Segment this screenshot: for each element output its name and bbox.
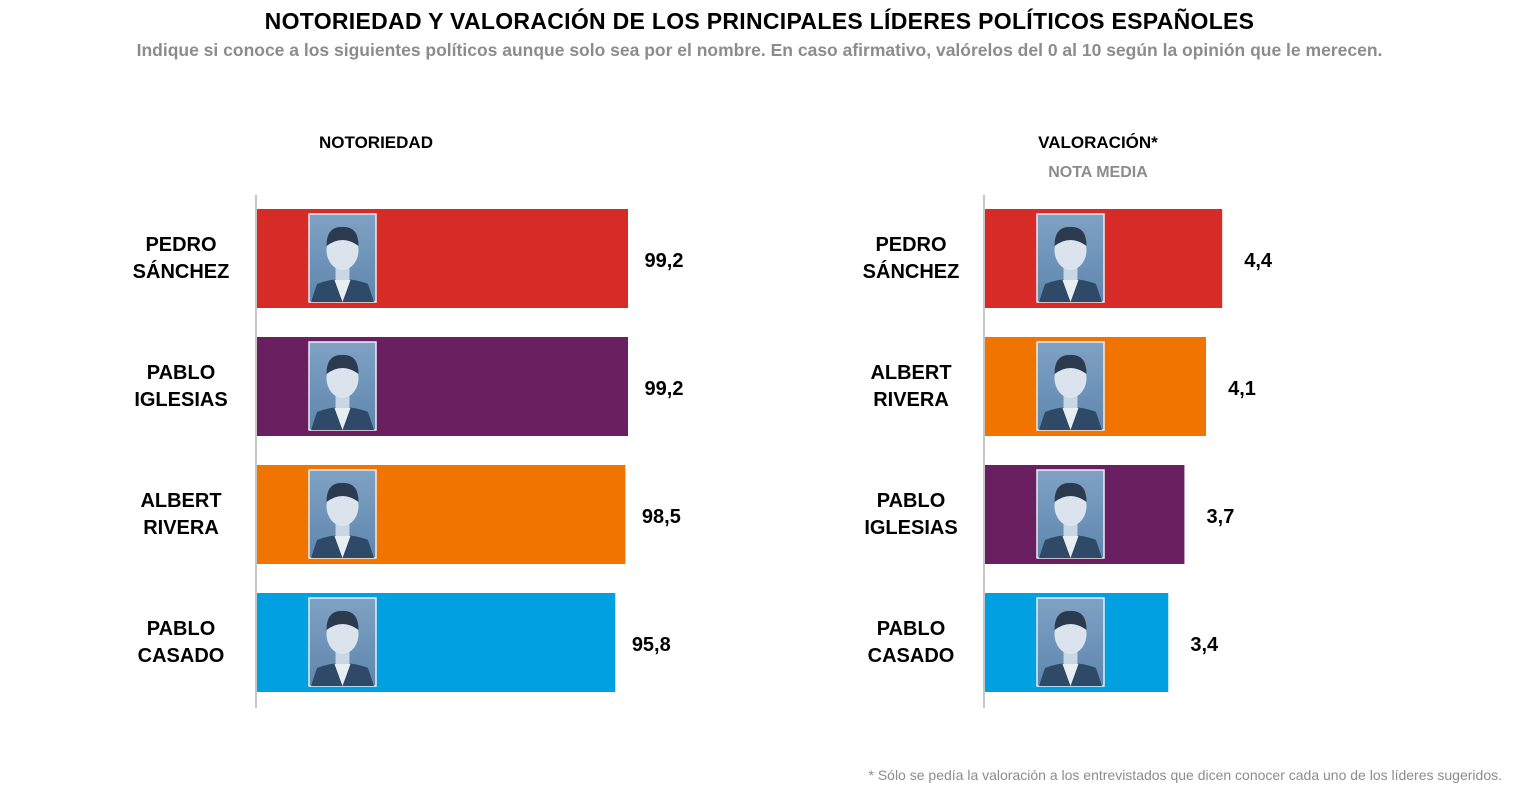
category-label-line: PABLO [877,490,946,512]
chart-title: NOTORIEDAD Y VALORACIÓN DE LOS PRINCIPAL… [264,8,1255,34]
data-label: 4,4 [1244,250,1273,272]
photo-collar [334,280,351,302]
chart-subtitle: Indique si conoce a los siguientes polít… [136,40,1383,60]
bar-group: ALBERT RIVERA 98,5 [140,465,681,564]
photo-collar [334,408,351,430]
panel-title: VALORACIÓN* [1038,133,1158,152]
photo-hair [1054,226,1087,246]
category-label-line: IGLESIAS [134,389,227,411]
bar-group: PABLO CASADO 3,4 [868,593,1219,692]
category-label: PEDRO SÁNCHEZ [133,234,230,283]
portrait-photo-icon [308,469,377,559]
category-label-line: IGLESIAS [864,517,957,539]
category-label-line: PEDRO [145,234,216,256]
photo-collar [1062,408,1079,430]
category-label-line: PABLO [147,618,216,640]
category-label-line: RIVERA [143,517,219,539]
photo-hair [1054,354,1087,374]
photo-hair [1054,482,1087,502]
panel-title: NOTORIEDAD [319,133,433,152]
photo-hair [326,354,359,374]
category-label: PEDRO SÁNCHEZ [863,234,960,283]
portrait-photo-icon [1036,213,1105,303]
bar-group: PABLO CASADO 95,8 [138,593,671,692]
photo-collar [1062,664,1079,686]
photo-collar [1062,536,1079,558]
portrait-photo-icon [1036,469,1105,559]
category-label-line: ALBERT [140,490,221,512]
data-label: 99,2 [645,250,684,272]
chart-panel-2: VALORACIÓN* NOTA MEDIA PEDRO SÁNCHEZ 4,4 ALBE… [863,133,1273,708]
photo-collar [334,664,351,686]
category-label: ALBERT RIVERA [870,362,951,411]
portrait-photo-icon [1036,597,1105,687]
portrait-photo-icon [308,597,377,687]
category-label-line: CASADO [868,645,955,667]
bar-group: PEDRO SÁNCHEZ 4,4 [863,209,1273,308]
data-label: 99,2 [645,378,684,400]
portrait-photo-icon [1036,341,1105,431]
portrait-photo-icon [308,213,377,303]
category-label: PABLO IGLESIAS [864,490,957,539]
category-label: ALBERT RIVERA [140,490,221,539]
category-label: PABLO IGLESIAS [134,362,227,411]
photo-hair [326,610,359,630]
portrait-photo-icon [308,341,377,431]
category-label: PABLO CASADO [868,618,955,667]
photo-hair [326,226,359,246]
category-label-line: CASADO [138,645,225,667]
data-label: 95,8 [632,634,671,656]
data-label: 98,5 [642,506,681,528]
category-label-line: SÁNCHEZ [863,260,960,283]
data-label: 3,7 [1207,506,1235,528]
data-label: 4,1 [1228,378,1256,400]
photo-collar [1062,280,1079,302]
footnote: * Sólo se pedía la valoración a los entr… [868,767,1502,783]
photo-collar [334,536,351,558]
chart-panel-1: NOTORIEDAD PEDRO SÁNCHEZ 99,2 PABLO IGLESIAS 9… [133,133,684,708]
bar-group: PABLO IGLESIAS 99,2 [134,337,683,436]
panel-subtitle: NOTA MEDIA [1048,164,1148,181]
photo-hair [326,482,359,502]
photo-hair [1054,610,1087,630]
data-label: 3,4 [1190,634,1219,656]
category-label: PABLO CASADO [138,618,225,667]
bar-group: PEDRO SÁNCHEZ 99,2 [133,209,684,308]
category-label-line: PABLO [147,362,216,384]
category-label-line: PEDRO [875,234,946,256]
category-label-line: PABLO [877,618,946,640]
category-label-line: SÁNCHEZ [133,260,230,283]
bar-group: ALBERT RIVERA 4,1 [870,337,1256,436]
bar-group: PABLO IGLESIAS 3,7 [864,465,1234,564]
category-label-line: RIVERA [873,389,949,411]
category-label-line: ALBERT [870,362,951,384]
